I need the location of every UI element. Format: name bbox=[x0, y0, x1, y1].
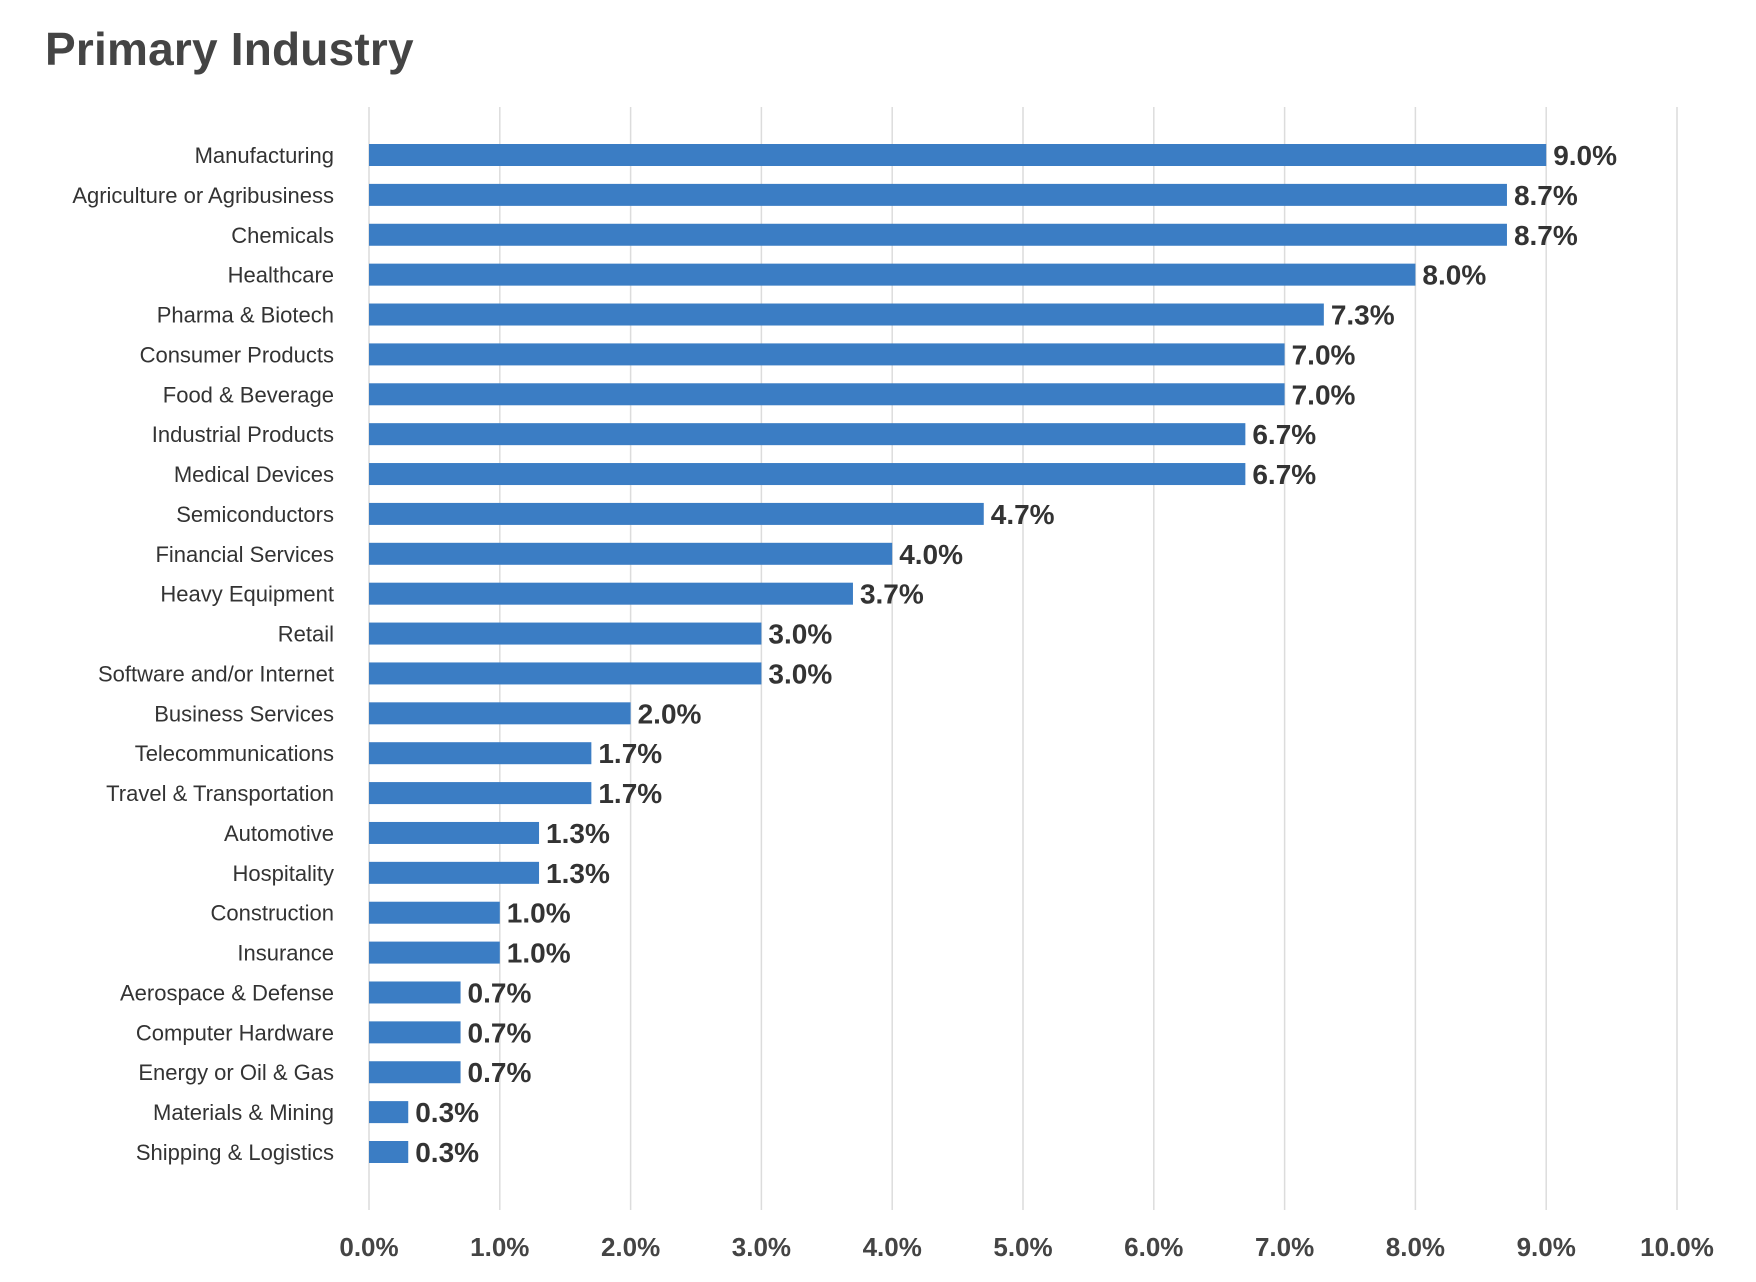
category-label: Software and/or Internet bbox=[98, 661, 334, 686]
data-label: 3.0% bbox=[768, 658, 832, 689]
data-label: 7.3% bbox=[1331, 300, 1395, 331]
bar bbox=[369, 1061, 461, 1084]
data-label: 0.7% bbox=[468, 977, 532, 1008]
data-label: 7.0% bbox=[1292, 379, 1356, 410]
bar bbox=[369, 223, 1507, 246]
bar bbox=[369, 1021, 461, 1044]
value-labels: 9.0% 8.7% 8.7% 8.0% 7.3% 7.0% 7.0% 6.7% 6.7% 4.7%… bbox=[415, 140, 1617, 1168]
bar bbox=[369, 383, 1285, 406]
data-label: 1.3% bbox=[546, 818, 610, 849]
data-label: 2.0% bbox=[638, 698, 702, 729]
bar bbox=[369, 901, 500, 924]
category-label: Industrial Products bbox=[152, 422, 334, 447]
x-tick-label: 2.0% bbox=[601, 1232, 660, 1262]
data-label: 9.0% bbox=[1553, 140, 1617, 171]
category-label: Financial Services bbox=[155, 542, 334, 567]
data-label: 1.7% bbox=[598, 778, 662, 809]
x-tick-label: 8.0% bbox=[1386, 1232, 1445, 1262]
category-labels: Manufacturing Agriculture or Agribusiness… bbox=[72, 143, 334, 1165]
category-label: Pharma & Biotech bbox=[157, 303, 334, 328]
category-label: Heavy Equipment bbox=[160, 582, 334, 607]
bar bbox=[369, 1101, 409, 1124]
bar bbox=[369, 821, 540, 844]
bars bbox=[369, 144, 1547, 1163]
bar bbox=[369, 183, 1507, 206]
data-label: 3.7% bbox=[860, 579, 924, 610]
category-label: Insurance bbox=[237, 941, 334, 966]
bar bbox=[369, 782, 592, 805]
category-label: Agriculture or Agribusiness bbox=[72, 183, 334, 208]
data-label: 1.3% bbox=[546, 858, 610, 889]
data-label: 0.7% bbox=[468, 1017, 532, 1048]
bar bbox=[369, 423, 1246, 446]
data-label: 1.7% bbox=[598, 738, 662, 769]
bar bbox=[369, 981, 461, 1004]
data-label: 3.0% bbox=[768, 619, 832, 650]
category-label: Computer Hardware bbox=[136, 1020, 334, 1045]
data-label: 8.0% bbox=[1422, 260, 1486, 291]
category-label: Automotive bbox=[224, 821, 334, 846]
data-label: 6.7% bbox=[1252, 459, 1316, 490]
bar bbox=[369, 861, 540, 884]
category-label: Business Services bbox=[154, 701, 334, 726]
category-label: Aerospace & Defense bbox=[120, 980, 334, 1005]
x-tick-label: 3.0% bbox=[732, 1232, 791, 1262]
bar bbox=[369, 622, 762, 645]
category-label: Energy or Oil & Gas bbox=[138, 1060, 334, 1085]
data-label: 8.7% bbox=[1514, 220, 1578, 251]
data-label: 0.7% bbox=[468, 1057, 532, 1088]
data-label: 1.0% bbox=[507, 938, 571, 969]
bar bbox=[369, 263, 1416, 286]
bar bbox=[369, 303, 1324, 326]
category-label: Medical Devices bbox=[174, 462, 334, 487]
x-tick-label: 5.0% bbox=[993, 1232, 1052, 1262]
category-label: Shipping & Logistics bbox=[136, 1140, 334, 1165]
category-label: Manufacturing bbox=[195, 143, 334, 168]
category-label: Semiconductors bbox=[176, 502, 334, 527]
category-label: Travel & Transportation bbox=[106, 781, 334, 806]
bar bbox=[369, 542, 893, 565]
bar bbox=[369, 742, 592, 765]
category-label: Materials & Mining bbox=[153, 1100, 334, 1125]
category-label: Healthcare bbox=[228, 263, 334, 288]
bar bbox=[369, 582, 853, 605]
bar bbox=[369, 941, 500, 964]
bar bbox=[369, 463, 1246, 486]
x-tick-label: 10.0% bbox=[1640, 1232, 1714, 1262]
category-label: Construction bbox=[210, 901, 334, 926]
data-label: 7.0% bbox=[1292, 339, 1356, 370]
x-tick-label: 1.0% bbox=[470, 1232, 529, 1262]
data-label: 0.3% bbox=[415, 1097, 479, 1128]
category-label: Chemicals bbox=[231, 223, 334, 248]
bar bbox=[369, 502, 984, 525]
category-label: Hospitality bbox=[233, 861, 334, 886]
category-label: Consumer Products bbox=[140, 342, 334, 367]
bar bbox=[369, 343, 1285, 366]
bar bbox=[369, 144, 1547, 166]
category-label: Food & Beverage bbox=[163, 382, 334, 407]
data-label: 4.0% bbox=[899, 539, 963, 570]
x-tick-label: 9.0% bbox=[1517, 1232, 1576, 1262]
chart-title: Primary Industry bbox=[45, 23, 414, 75]
x-axis-tick-labels: 0.0% 1.0% 2.0% 3.0% 4.0% 5.0% 6.0% 7.0% 8.0% 9.0%… bbox=[339, 1232, 1714, 1262]
bar bbox=[369, 1141, 409, 1163]
data-label: 4.7% bbox=[991, 499, 1055, 530]
gridlines bbox=[368, 107, 1678, 1210]
data-label: 6.7% bbox=[1252, 419, 1316, 450]
data-label: 1.0% bbox=[507, 898, 571, 929]
data-label: 8.7% bbox=[1514, 180, 1578, 211]
category-label: Retail bbox=[278, 622, 334, 647]
x-tick-label: 4.0% bbox=[863, 1232, 922, 1262]
bar bbox=[369, 662, 762, 685]
x-tick-label: 6.0% bbox=[1124, 1232, 1183, 1262]
data-label: 0.3% bbox=[415, 1137, 479, 1168]
x-tick-label: 7.0% bbox=[1255, 1232, 1314, 1262]
x-tick-label: 0.0% bbox=[339, 1232, 398, 1262]
bar bbox=[369, 702, 631, 725]
category-label: Telecommunications bbox=[135, 741, 334, 766]
